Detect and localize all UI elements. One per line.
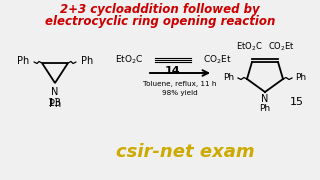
Text: Toluene, reflux, 11 h: Toluene, reflux, 11 h [143,81,217,87]
Text: 13: 13 [48,98,62,108]
Text: csir-net exam: csir-net exam [116,143,254,161]
Text: Ph: Ph [295,73,307,82]
Text: 2+3 cycloaddition followed by: 2+3 cycloaddition followed by [60,3,260,17]
Text: CO$_2$Et: CO$_2$Et [268,40,294,53]
Text: CO$_2$Et: CO$_2$Et [203,54,232,66]
Text: electrocyclic ring opening reaction: electrocyclic ring opening reaction [45,15,275,28]
Text: EtO$_2$C: EtO$_2$C [115,54,143,66]
Text: Ph: Ph [49,99,61,109]
Text: 98% yield: 98% yield [162,90,198,96]
Text: 14: 14 [165,66,181,76]
Text: N: N [51,87,59,97]
Text: Ph: Ph [81,56,93,66]
Text: Ph: Ph [17,56,29,66]
Text: Ph: Ph [260,104,271,113]
Text: 15: 15 [290,97,304,107]
Text: EtO$_2$C: EtO$_2$C [236,40,262,53]
Text: N: N [261,94,269,104]
Text: Ph: Ph [223,73,235,82]
